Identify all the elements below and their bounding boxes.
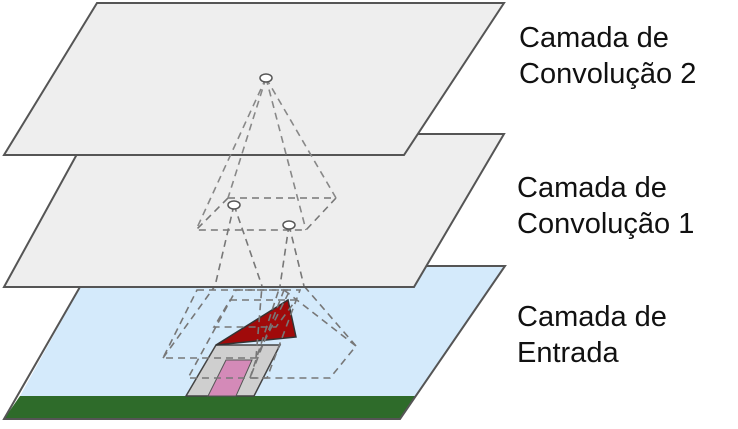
conv2-neuron xyxy=(259,73,273,83)
input-layer-grass xyxy=(4,396,415,419)
receptive-field-right-outline xyxy=(248,288,358,379)
receptive-field-inner xyxy=(212,299,298,328)
label-conv1-line1: Camada de xyxy=(517,172,667,204)
conv1-left-down-a xyxy=(214,204,235,287)
conv1-neuron-left xyxy=(227,200,241,210)
label-conv2: Camada de Convolução 2 xyxy=(519,20,696,92)
field-line-1 xyxy=(162,285,216,359)
field-line-3 xyxy=(303,285,357,347)
conv1-receptive-field xyxy=(194,197,338,231)
label-conv1: Camada de Convolução 1 xyxy=(517,170,694,242)
conv2-layer xyxy=(2,1,506,156)
label-input: Camada de Entrada xyxy=(517,299,667,371)
input-layer xyxy=(2,265,507,420)
conv2-layer-plane xyxy=(2,1,506,156)
conv1-left-down-b xyxy=(233,204,263,287)
label-input-line1: Camada de xyxy=(517,301,667,333)
field-line-2 xyxy=(255,285,263,359)
house-roof xyxy=(215,298,297,346)
conv2-line-c xyxy=(265,77,307,231)
field-line-4 xyxy=(249,285,281,379)
label-input-line2: Entrada xyxy=(517,337,619,369)
label-conv2-line1: Camada de xyxy=(519,22,669,54)
conv2-line-b xyxy=(227,77,267,199)
label-conv2-line2: Convolução 2 xyxy=(519,58,697,90)
conv1-connections xyxy=(194,197,338,287)
input-receptive-fields xyxy=(161,285,358,379)
label-conv1-line2: Convolução 1 xyxy=(517,208,695,240)
conv1-neuron-right xyxy=(282,220,296,230)
conv1-right-down-a xyxy=(279,224,290,287)
conv2-line-a xyxy=(195,77,267,231)
conv1-right-down-b xyxy=(288,224,305,287)
conv2-connections xyxy=(195,77,337,231)
